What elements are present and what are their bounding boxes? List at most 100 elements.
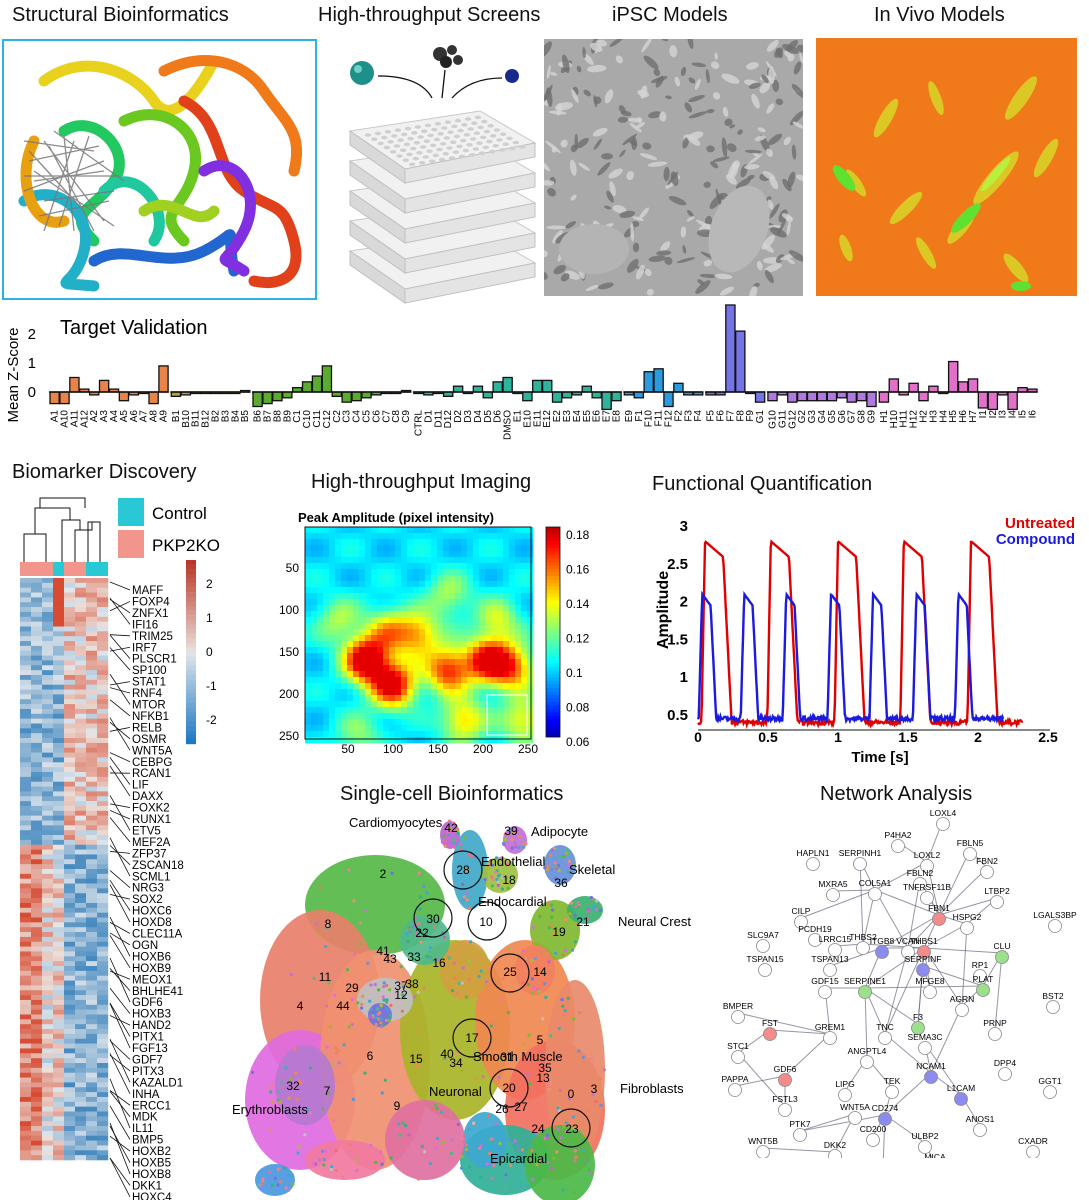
gene-label: TRIM25: [132, 631, 173, 643]
heatmap-cell: [75, 728, 87, 734]
imaging-pixel: [329, 665, 336, 672]
heatmap-cell: [75, 1106, 87, 1112]
ipsc-cell: [764, 263, 782, 273]
plate-well: [500, 132, 507, 136]
gene-label: SCML1: [132, 871, 170, 883]
umap-cell-dot: [428, 955, 433, 959]
colorbar-step: [546, 702, 560, 706]
imaging-pixel: [365, 593, 372, 600]
imaging-pixel: [401, 569, 408, 576]
heatmap-cell: [97, 1058, 109, 1064]
plate-well: [490, 134, 497, 138]
tv-bar: [551, 391, 563, 403]
umap-cell-dot: [533, 1133, 537, 1137]
heatmap-cell: [75, 893, 87, 899]
network-node-label: DKK2: [824, 1140, 846, 1150]
umap-cell-dot: [443, 844, 447, 848]
imaging-pixel: [473, 539, 480, 546]
heatmap-cell: [64, 1067, 76, 1073]
imaging-pixel: [509, 605, 516, 612]
imaging-pixel: [497, 605, 504, 612]
ipsc-cell: [786, 221, 791, 236]
umap-cell-dot: [581, 1148, 585, 1152]
heatmap-cell: [20, 1014, 32, 1020]
heatmap-cell: [64, 665, 76, 671]
imaging-pixel: [503, 611, 510, 618]
network-node-label: CD200: [860, 1124, 887, 1134]
ipsc-cell: [571, 89, 579, 103]
colorbar-step: [546, 674, 560, 678]
tv-bar: [591, 391, 602, 399]
heatmap-cell: [64, 946, 76, 952]
imaging-pixel: [311, 641, 318, 648]
network-edge: [930, 1005, 963, 1074]
ipsc-cell: [727, 162, 737, 178]
heatmap-cell: [20, 1096, 32, 1103]
network-node-label: FBN1: [928, 903, 950, 913]
heatmap-cell: [75, 951, 87, 957]
heatmap-cell: [53, 641, 65, 647]
network-edge: [938, 849, 971, 916]
umap-cell-dot: [278, 1100, 282, 1104]
invivo-bright-cell: [981, 156, 1011, 192]
heatmap-cell: [75, 946, 87, 952]
imaging-pixel: [383, 563, 390, 570]
imaging-pixel: [455, 641, 462, 648]
heatmap-cell: [31, 1140, 43, 1146]
imaging-pixel: [455, 677, 462, 684]
imaging-pixel: [353, 665, 360, 672]
heatmap-cell: [86, 898, 98, 904]
imaging-pixel: [467, 707, 474, 714]
heatmap-cell: [64, 912, 76, 918]
imaging-pixel: [341, 707, 348, 714]
umap-cell-dot: [564, 1130, 568, 1134]
heatmap-cell: [75, 762, 87, 768]
umap-cell-dot: [389, 1003, 393, 1008]
imaging-pixel: [305, 701, 312, 708]
heatmap-cell: [20, 1087, 32, 1093]
imaging-pixel: [407, 635, 414, 642]
imaging-pixel: [389, 551, 396, 558]
network-node: [828, 1149, 842, 1158]
imaging-pixel: [503, 629, 510, 636]
imaging-pixel: [467, 647, 474, 654]
heatmap-cell: [53, 1053, 65, 1059]
imaging-pixel: [491, 731, 498, 738]
imaging-pixel: [389, 527, 396, 534]
imaging-pixel: [413, 617, 420, 624]
heatmap-cell: [75, 961, 87, 967]
imaging-pixel: [509, 551, 516, 558]
umap-cell-dot: [279, 1180, 283, 1184]
imaging-pixel: [305, 635, 312, 642]
network-node-label: GGT1: [1038, 1076, 1061, 1086]
heatmap-cell: [75, 1087, 87, 1093]
heatmap-cell: [42, 679, 54, 685]
heatmap-cell: [86, 679, 98, 685]
heatmap-cell: [20, 689, 32, 695]
network-edge: [864, 987, 919, 1025]
imaging-pixel: [455, 665, 462, 672]
imaging-pixel: [473, 719, 480, 726]
imaging-pixel: [359, 527, 366, 534]
tv-xtick: A3: [99, 410, 110, 423]
plate-well: [486, 139, 493, 144]
imaging-pixel: [377, 617, 384, 624]
heatmap-cell: [75, 733, 87, 739]
umap-cluster-number: 35: [538, 1061, 552, 1075]
heatmap-cell: [31, 990, 43, 996]
umap-cell-dot: [574, 1121, 578, 1125]
imaging-pixel: [485, 593, 492, 600]
imaging-pixel: [359, 623, 366, 630]
imaging-pixel: [347, 599, 354, 606]
imaging-pixel: [419, 599, 426, 606]
imaging-pixel: [377, 707, 384, 714]
imaging-pixel: [491, 659, 498, 666]
tv-bar: [754, 391, 766, 403]
tv-xtick: E10: [522, 410, 533, 428]
heatmap-cell: [64, 805, 76, 812]
imaging-pixel: [449, 689, 456, 696]
imaging-pixel: [449, 563, 456, 570]
imaging-pixel: [431, 641, 438, 648]
gene-connector: [109, 757, 131, 785]
network-node-label: GDF15: [811, 976, 839, 986]
